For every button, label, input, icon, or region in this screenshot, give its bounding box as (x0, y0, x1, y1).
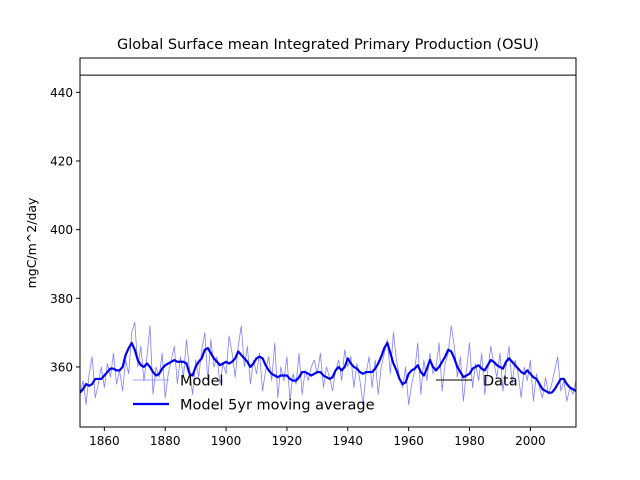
y-tick-label: 400 (50, 223, 73, 237)
x-tick-label: 1880 (150, 434, 181, 448)
legend-label: Model (180, 374, 224, 390)
x-tick-label: 1940 (333, 434, 364, 448)
chart-title: Global Surface mean Integrated Primary P… (117, 37, 539, 53)
y-axis-ticks: 360 380 400 420 440 (50, 86, 80, 374)
x-tick-label: 2000 (515, 434, 546, 448)
x-tick-label: 1920 (272, 434, 303, 448)
y-tick-label: 440 (50, 86, 73, 100)
x-tick-label: 1980 (454, 434, 485, 448)
y-tick-label: 420 (50, 154, 73, 168)
x-axis-ticks: 1860 1880 1900 1920 1940 1960 1980 2000 (89, 427, 546, 448)
legend-label: Data (483, 374, 518, 390)
legend: Model Model 5yr moving average Data (133, 374, 518, 414)
x-tick-label: 1960 (393, 434, 424, 448)
legend-label: Model 5yr moving average (180, 398, 375, 414)
series-line-model-5yr-moving-average (79, 341, 577, 394)
y-axis-label: mgC/m^2/day (24, 197, 39, 288)
plot-frame (79, 57, 577, 428)
y-tick-label: 380 (50, 292, 73, 306)
series-line-model (79, 321, 577, 406)
x-tick-label: 1900 (211, 434, 242, 448)
plot-lines (79, 74, 577, 406)
y-tick-label: 360 (50, 360, 73, 374)
x-tick-label: 1860 (89, 434, 120, 448)
